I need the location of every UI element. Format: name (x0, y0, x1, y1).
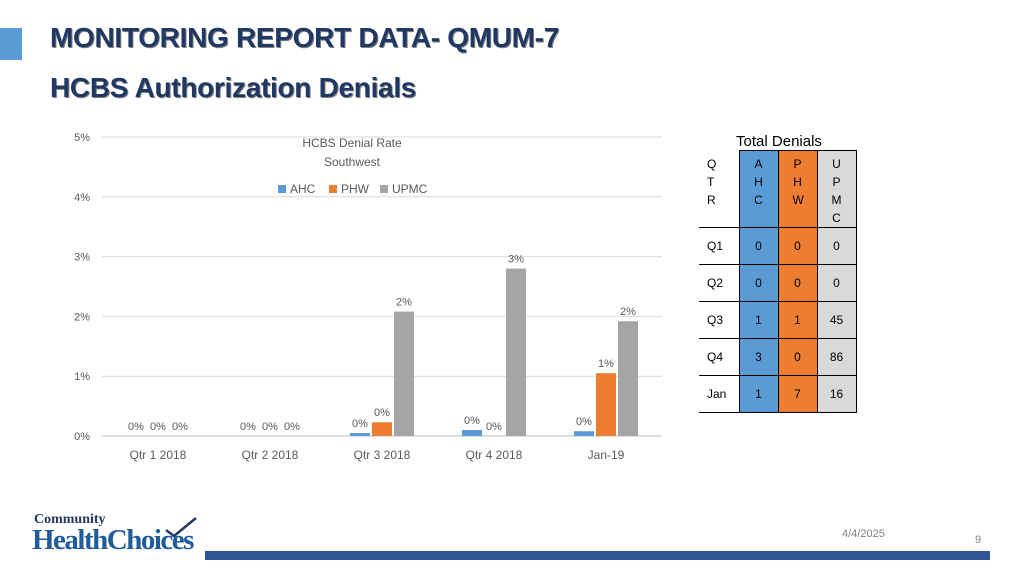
legend-entry: UPMC (392, 182, 428, 196)
bar-phw (372, 422, 392, 436)
x-tick-label: Qtr 4 2018 (466, 448, 523, 462)
x-tick-label: Jan-19 (588, 448, 625, 462)
data-label: 0% (486, 421, 502, 433)
bar-upmc (394, 311, 414, 436)
data-label: 0% (464, 415, 480, 427)
cell-ahc: 1 (738, 375, 779, 413)
cell-ahc: 3 (738, 338, 779, 376)
y-tick-label: 0% (74, 431, 90, 443)
total-denials-table: QTR AHC PHW UPMC Q1 0 0 0 Q2 0 0 0 Q3 1 … (699, 150, 857, 413)
cell-upmc: 16 (816, 375, 857, 413)
page-number: 9 (975, 534, 982, 546)
data-label: 0% (576, 416, 592, 428)
table-row: Q3 1 1 45 (699, 301, 857, 339)
data-label: 3% (508, 254, 524, 266)
data-label: 0% (284, 421, 300, 433)
bar-phw (596, 373, 616, 436)
row-label: Q1 (699, 227, 740, 265)
y-tick-label: 4% (74, 192, 90, 204)
cell-phw: 7 (777, 375, 818, 413)
x-tick-label: Qtr 2 2018 (242, 448, 299, 462)
y-tick-label: 2% (74, 311, 90, 323)
slide-date: 4/4/2025 (842, 528, 885, 540)
table-title: Total Denials (736, 133, 822, 150)
chart-title: HCBS Denial Rate (302, 136, 402, 150)
cell-ahc: 0 (738, 227, 779, 265)
slide-title: MONITORING REPORT DATA- QMUM-7 (50, 22, 559, 53)
cell-ahc: 0 (738, 264, 779, 302)
table-row: Jan 1 7 16 (699, 375, 857, 413)
cell-upmc: 0 (816, 227, 857, 265)
chart-subtitle: Southwest (324, 155, 381, 169)
data-label: 1% (598, 358, 614, 370)
cell-ahc: 1 (738, 301, 779, 339)
bar-ahc (462, 430, 482, 436)
data-label: 2% (396, 297, 412, 309)
cell-upmc: 86 (816, 338, 857, 376)
legend-swatch (380, 185, 388, 193)
legend-swatch (329, 185, 337, 193)
data-label: 0% (128, 421, 144, 433)
legend-entry: AHC (290, 182, 316, 196)
row-label: Q2 (699, 264, 740, 302)
legend-swatch (278, 185, 286, 193)
denial-rate-chart: 0% 1% 2% 3% 4% 5% HCBS Denial Rate Southwest AHC… (74, 132, 662, 462)
x-tick-label: Qtr 3 2018 (354, 448, 411, 462)
accent-square (0, 28, 22, 60)
row-label: Q4 (699, 338, 740, 376)
bar-ahc (574, 431, 594, 436)
header-phw: PHW (777, 150, 818, 228)
table-header-row: QTR AHC PHW UPMC (699, 150, 857, 228)
row-label: Jan (699, 375, 740, 413)
cell-phw: 0 (777, 264, 818, 302)
y-tick-label: 1% (74, 371, 90, 383)
cell-upmc: 45 (816, 301, 857, 339)
table-row: Q1 0 0 0 (699, 227, 857, 265)
x-tick-label: Qtr 1 2018 (130, 448, 187, 462)
slide-subtitle: HCBS Authorization Denials (50, 72, 417, 103)
y-tick-label: 5% (74, 132, 90, 144)
cell-phw: 1 (777, 301, 818, 339)
logo-line1: Community (34, 512, 106, 527)
cell-phw: 0 (777, 338, 818, 376)
footer-bar (205, 551, 990, 560)
data-label: 0% (240, 421, 256, 433)
data-label: 0% (172, 421, 188, 433)
checkmark-icon (165, 517, 197, 538)
community-healthchoices-logo: Community HealthChoices (32, 512, 202, 562)
logo-line2: HealthChoices (32, 524, 194, 556)
data-label: 2% (620, 306, 636, 318)
header-qtr: QTR (699, 150, 740, 228)
table-row: Q4 3 0 86 (699, 338, 857, 376)
header-upmc: UPMC (816, 150, 857, 228)
cell-phw: 0 (777, 227, 818, 265)
data-label: 0% (262, 421, 278, 433)
data-label: 0% (150, 421, 166, 433)
bar-ahc (350, 433, 370, 436)
cell-upmc: 0 (816, 264, 857, 302)
legend-entry: PHW (341, 182, 370, 196)
bar-upmc (506, 268, 526, 436)
table-row: Q2 0 0 0 (699, 264, 857, 302)
header-ahc: AHC (738, 150, 779, 228)
data-label: 0% (352, 418, 368, 430)
data-label: 0% (374, 407, 390, 419)
row-label: Q3 (699, 301, 740, 339)
y-tick-label: 3% (74, 252, 90, 264)
bar-upmc (618, 321, 638, 436)
